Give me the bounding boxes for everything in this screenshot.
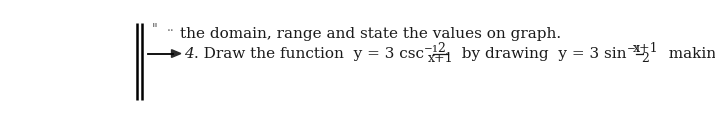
Text: x+1: x+1 — [428, 52, 453, 65]
Text: 2: 2 — [437, 42, 445, 55]
Text: x+1: x+1 — [633, 42, 659, 55]
Text: the domain, range and state the values on graph.: the domain, range and state the values o… — [180, 27, 561, 41]
Text: making a table for: making a table for — [659, 47, 715, 61]
Text: by drawing  y = 3 sin: by drawing y = 3 sin — [453, 47, 627, 61]
Polygon shape — [172, 50, 181, 57]
Text: 2: 2 — [641, 52, 649, 65]
Text: −1: −1 — [627, 45, 642, 54]
Text: 4: 4 — [184, 47, 194, 61]
Text: . Draw the function  y = 3 csc: . Draw the function y = 3 csc — [194, 47, 424, 61]
Text: −1: −1 — [424, 45, 439, 54]
Text: ": " — [152, 23, 157, 36]
Text: ..: .. — [167, 21, 174, 34]
